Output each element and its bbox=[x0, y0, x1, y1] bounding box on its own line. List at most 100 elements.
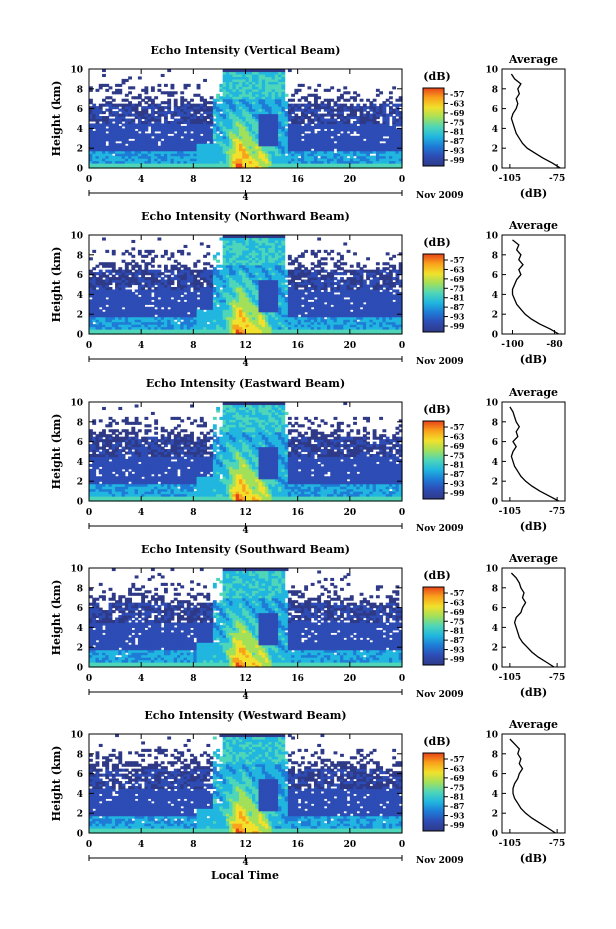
heatmap-cell bbox=[232, 242, 237, 246]
heatmap-cell bbox=[353, 153, 357, 157]
heatmap-cell bbox=[304, 274, 309, 278]
heatmap-cell bbox=[258, 69, 263, 73]
heatmap-cell bbox=[141, 272, 146, 276]
heatmap-cell bbox=[356, 120, 361, 125]
heatmap-cell bbox=[121, 138, 126, 142]
heatmap-cell bbox=[317, 123, 322, 127]
heatmap-cell bbox=[366, 145, 370, 149]
heatmap-cell bbox=[320, 329, 325, 333]
heatmap-cell bbox=[323, 155, 328, 159]
heatmap-cell bbox=[212, 143, 217, 147]
heatmap-cell bbox=[372, 135, 377, 139]
heatmap-cell bbox=[307, 123, 312, 127]
heatmap-cell bbox=[89, 108, 93, 112]
heatmap-cell bbox=[248, 120, 253, 125]
heatmap-cell bbox=[212, 274, 217, 278]
heatmap-cell bbox=[271, 135, 276, 139]
heatmap-cell bbox=[258, 291, 263, 295]
heatmap-cell bbox=[372, 118, 377, 122]
heatmap-cell bbox=[157, 113, 162, 117]
heatmap-cell bbox=[134, 309, 139, 313]
heatmap-cell bbox=[274, 264, 279, 268]
heatmap-cell bbox=[141, 106, 146, 110]
heatmap-cell bbox=[124, 306, 129, 310]
heatmap-cell bbox=[92, 331, 97, 335]
heatmap-cell bbox=[219, 98, 224, 102]
heatmap-cell bbox=[108, 289, 113, 293]
heatmap-cell bbox=[258, 150, 263, 154]
heatmap-cell bbox=[310, 326, 315, 330]
heatmap-cell bbox=[281, 286, 286, 291]
heatmap-cell bbox=[248, 314, 253, 318]
heatmap-cell bbox=[242, 118, 247, 122]
heatmap-cell bbox=[307, 274, 312, 278]
heatmap-cell bbox=[98, 321, 103, 325]
heatmap-cell bbox=[235, 254, 240, 258]
heatmap-cell bbox=[160, 329, 165, 333]
heatmap-cell bbox=[271, 69, 276, 73]
heatmap-cell bbox=[304, 145, 309, 149]
heatmap-cell bbox=[121, 272, 126, 276]
heatmap-cell bbox=[150, 277, 155, 281]
heatmap-cell bbox=[190, 314, 194, 318]
heatmap-cell bbox=[111, 111, 116, 115]
heatmap-cell bbox=[180, 116, 185, 120]
heatmap-cell bbox=[291, 311, 296, 315]
heatmap-cell bbox=[238, 158, 243, 162]
heatmap-cell bbox=[245, 78, 250, 82]
heatmap-cell bbox=[300, 294, 305, 298]
heatmap-cell bbox=[98, 301, 103, 305]
heatmap-cell bbox=[294, 304, 299, 308]
heatmap-cell bbox=[304, 160, 309, 164]
heatmap-cell bbox=[245, 324, 250, 328]
heatmap-cell bbox=[95, 331, 100, 335]
heatmap-cell bbox=[307, 160, 312, 164]
heatmap-cell bbox=[252, 239, 256, 244]
heatmap-cell bbox=[196, 301, 201, 305]
heatmap-cell bbox=[268, 296, 273, 300]
heatmap-cell bbox=[177, 153, 181, 157]
heatmap-cell bbox=[232, 160, 237, 164]
heatmap-cell bbox=[111, 329, 116, 333]
heatmap-cell bbox=[252, 88, 256, 92]
heatmap-cell bbox=[219, 277, 224, 281]
heatmap-cell bbox=[147, 329, 152, 333]
heatmap-cell bbox=[271, 274, 276, 278]
heatmap-cell bbox=[212, 272, 217, 276]
heatmap-cell bbox=[258, 118, 263, 122]
heatmap-cell bbox=[144, 331, 149, 335]
heatmap-cell bbox=[320, 301, 325, 305]
heatmap-cell bbox=[294, 301, 299, 305]
heatmap-cell bbox=[170, 301, 175, 305]
heatmap-cell bbox=[193, 103, 198, 107]
heatmap-cell bbox=[111, 138, 116, 142]
heatmap-cell bbox=[300, 309, 305, 313]
heatmap-cell bbox=[98, 262, 103, 266]
heatmap-cell bbox=[128, 279, 132, 283]
heatmap-cell bbox=[235, 306, 240, 310]
heatmap-cell bbox=[190, 294, 194, 298]
heatmap-cell bbox=[238, 163, 243, 167]
heatmap-cell bbox=[118, 269, 123, 273]
heatmap-cell bbox=[317, 311, 322, 315]
heatmap-cell bbox=[190, 135, 194, 139]
heatmap-cell bbox=[392, 108, 397, 112]
heatmap-cell bbox=[180, 145, 185, 149]
heatmap-cell bbox=[118, 153, 123, 157]
heatmap-cell bbox=[258, 254, 263, 258]
heatmap-cell bbox=[317, 304, 322, 308]
heatmap-cell bbox=[271, 143, 276, 147]
heatmap-cell bbox=[258, 83, 263, 87]
heatmap-cell bbox=[177, 326, 181, 330]
heatmap-cell bbox=[111, 133, 116, 137]
heatmap-cell bbox=[278, 284, 282, 288]
heatmap-cell bbox=[375, 163, 380, 167]
heatmap-cell bbox=[154, 331, 159, 335]
heatmap-cell bbox=[141, 326, 146, 330]
heatmap-cell bbox=[115, 269, 119, 273]
heatmap-cell bbox=[300, 120, 305, 125]
heatmap-cell bbox=[89, 324, 93, 328]
heatmap-cell bbox=[131, 103, 136, 107]
heatmap-cell bbox=[232, 306, 237, 310]
heatmap-cell bbox=[245, 140, 250, 144]
